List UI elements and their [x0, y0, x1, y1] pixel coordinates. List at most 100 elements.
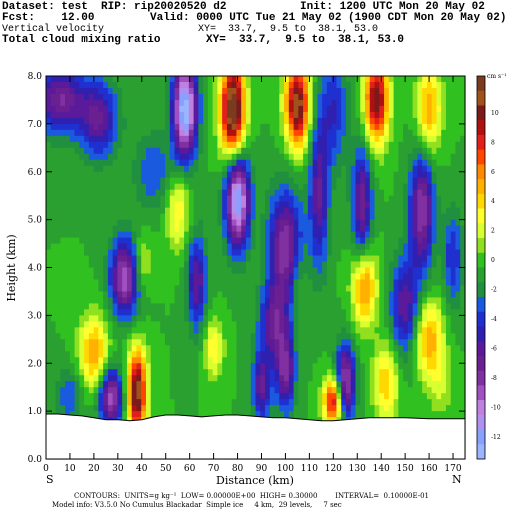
field-cell	[131, 357, 138, 364]
field-cell	[136, 357, 142, 364]
field-cell	[398, 393, 404, 400]
field-cell	[217, 291, 223, 299]
field-cell	[65, 225, 71, 233]
field-cell	[203, 93, 209, 101]
field-cell	[260, 87, 266, 95]
field-cell	[384, 369, 390, 376]
field-cell	[179, 339, 185, 346]
field-cell	[55, 111, 61, 119]
field-cell	[122, 219, 128, 227]
field-cell	[412, 177, 418, 185]
field-cell	[79, 93, 85, 101]
field-cell	[131, 237, 138, 245]
field-cell	[212, 405, 219, 412]
field-cell	[298, 111, 304, 119]
field-cell	[179, 303, 185, 310]
field-cell	[231, 135, 238, 143]
field-cell	[174, 261, 180, 269]
field-cell	[69, 135, 76, 143]
field-cell	[193, 243, 199, 251]
field-cell	[317, 76, 323, 83]
field-cell	[303, 327, 309, 334]
field-cell	[360, 255, 366, 263]
field-cell	[326, 261, 333, 269]
field-cell	[117, 351, 123, 358]
field-cell	[212, 345, 219, 352]
field-cell	[126, 111, 133, 119]
field-cell	[179, 351, 185, 358]
field-cell	[136, 99, 142, 107]
field-cell	[303, 345, 309, 352]
field-cell	[360, 93, 366, 101]
field-cell	[117, 291, 123, 299]
field-cell	[60, 249, 66, 257]
field-cell	[231, 243, 238, 251]
field-cell	[350, 237, 357, 245]
field-cell	[384, 387, 390, 394]
forecast-hour: Fcst: 12.00	[2, 12, 95, 24]
field-cell	[231, 363, 238, 370]
field-cell	[193, 327, 199, 334]
field-cell	[212, 87, 219, 95]
field-cell	[345, 201, 352, 209]
field-cell	[265, 345, 271, 352]
field-cell	[303, 117, 309, 125]
field-cell	[198, 369, 204, 376]
field-cell	[198, 87, 204, 95]
field-cell	[222, 99, 228, 107]
field-cell	[141, 255, 147, 263]
field-cell	[160, 213, 166, 221]
field-cell	[374, 297, 380, 304]
field-cell	[326, 333, 333, 340]
field-cell	[322, 165, 328, 173]
field-cell	[236, 189, 242, 197]
field-cell	[274, 285, 280, 293]
field-cell	[160, 303, 166, 310]
field-cell	[226, 363, 233, 370]
field-cell	[160, 393, 166, 400]
field-cell	[79, 363, 85, 370]
field-cell	[341, 189, 347, 197]
field-cell	[231, 237, 238, 245]
field-cell	[222, 153, 228, 161]
field-cell	[107, 327, 114, 334]
field-cell	[203, 189, 209, 197]
field-cell	[326, 339, 333, 346]
field-cell	[355, 381, 361, 388]
field-cell	[179, 321, 185, 328]
field-cell	[331, 333, 338, 340]
field-cell	[250, 135, 257, 143]
field-cell	[412, 411, 418, 418]
field-cell	[222, 81, 228, 89]
field-cell	[360, 297, 366, 304]
field-cell	[407, 153, 414, 161]
field-cell	[207, 393, 214, 400]
field-cell	[265, 189, 271, 197]
field-cell	[307, 357, 314, 364]
field-cell	[212, 81, 219, 89]
field-cell	[284, 177, 290, 185]
field-cell	[55, 147, 61, 155]
field-cell	[241, 357, 247, 364]
field-cell	[317, 243, 323, 251]
field-cell	[212, 135, 219, 143]
field-cell	[93, 177, 99, 185]
field-cell	[388, 135, 395, 143]
field-cell	[79, 333, 85, 340]
field-cell	[79, 225, 85, 233]
field-cell	[226, 387, 233, 394]
field-cell	[93, 111, 99, 119]
field-cell	[107, 93, 114, 101]
field-cell	[193, 321, 199, 328]
field-cell	[136, 411, 142, 418]
field-cell	[65, 357, 71, 364]
field-cell	[407, 357, 414, 364]
field-cell	[274, 111, 280, 119]
field-cell	[298, 393, 304, 400]
field-cell	[317, 123, 323, 131]
field-cell	[403, 279, 409, 287]
field-cell	[107, 291, 114, 299]
field-cell	[388, 351, 395, 358]
field-cell	[407, 345, 414, 352]
field-cell	[265, 309, 271, 316]
